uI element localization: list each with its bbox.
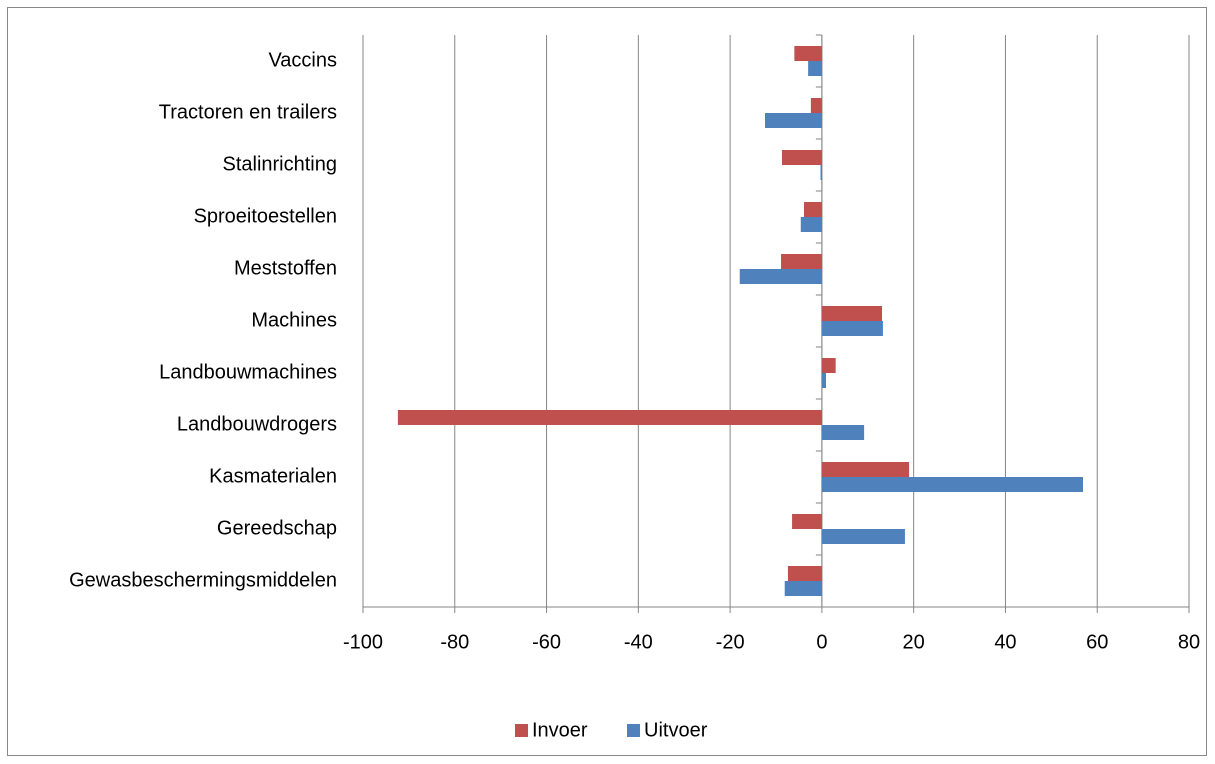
bar xyxy=(821,462,910,477)
y-tick-label: Gereedschap xyxy=(217,517,337,539)
x-tick-label: -100 xyxy=(343,631,383,653)
x-tick-label: 60 xyxy=(1086,631,1108,653)
y-tick-label: Stalinrichting xyxy=(222,153,337,175)
bar xyxy=(803,202,822,217)
y-tick-label: Vaccins xyxy=(268,49,337,71)
bar xyxy=(784,581,822,596)
bar xyxy=(397,410,822,425)
bar xyxy=(792,514,822,529)
bar xyxy=(821,425,865,440)
x-tick-label: -60 xyxy=(532,631,561,653)
bar xyxy=(764,113,822,128)
bar xyxy=(800,217,822,232)
x-tick-label: 80 xyxy=(1178,631,1200,653)
bar xyxy=(821,373,827,388)
bar xyxy=(781,254,822,269)
bar xyxy=(820,165,822,180)
bar xyxy=(821,358,836,373)
legend-swatch xyxy=(515,724,528,737)
y-tick-label: Meststoffen xyxy=(234,257,337,279)
x-tick-label: -20 xyxy=(716,631,745,653)
legend-label: Uitvoer xyxy=(644,719,708,741)
y-tick-label: Gewasbeschermingsmiddelen xyxy=(69,569,337,591)
x-tick-label: 20 xyxy=(903,631,925,653)
bar xyxy=(810,98,822,113)
x-tick-label: -40 xyxy=(624,631,653,653)
bar xyxy=(794,46,822,61)
legend-label: Invoer xyxy=(532,719,588,741)
bar xyxy=(787,566,822,581)
y-tick-label: Kasmaterialen xyxy=(209,465,337,487)
y-tick-label: Sproeitoestellen xyxy=(194,205,337,227)
bar xyxy=(821,477,1083,492)
y-tick-label: Landbouwdrogers xyxy=(177,413,337,435)
bar xyxy=(739,269,822,284)
bar xyxy=(821,306,883,321)
x-tick-label: 40 xyxy=(994,631,1016,653)
legend-swatch xyxy=(627,724,640,737)
y-tick-label: Machines xyxy=(251,309,337,331)
y-tick-label: Landbouwmachines xyxy=(159,361,337,383)
x-tick-label: 0 xyxy=(816,631,827,653)
bar xyxy=(821,321,883,336)
x-tick-label: -80 xyxy=(440,631,469,653)
bar xyxy=(821,529,905,544)
y-tick-label: Tractoren en trailers xyxy=(159,101,337,123)
bar xyxy=(781,150,822,165)
bar xyxy=(808,61,822,76)
chart-border xyxy=(7,7,1207,756)
